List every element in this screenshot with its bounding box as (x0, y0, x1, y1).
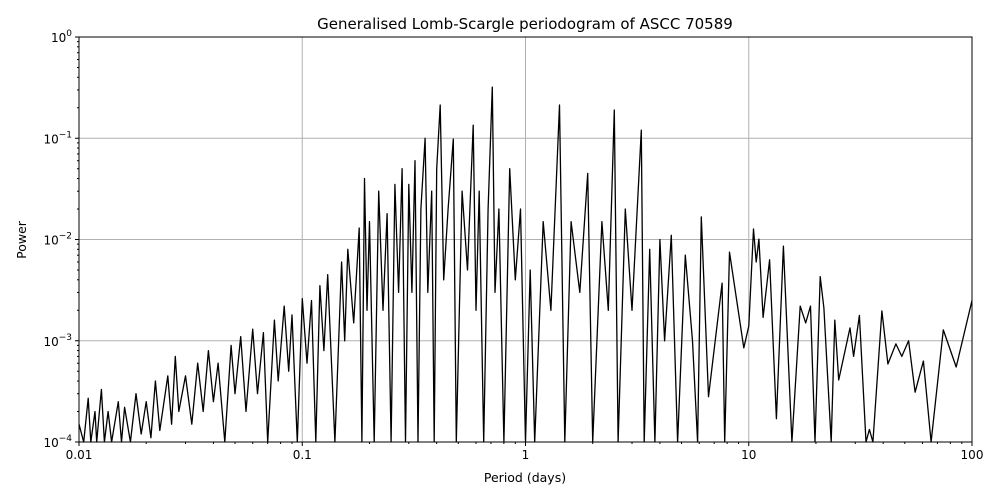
x-axis-label: Period (days) (484, 470, 566, 485)
x-tick-label: 1 (522, 448, 530, 462)
y-tick-label: 10−3 (43, 333, 72, 349)
power-line (78, 86, 973, 443)
y-tick-label: 10−2 (43, 232, 72, 248)
axis-ticks: 0.01 0.1 1 10 100 10−4 10−3 10−2 10−1 100 (43, 29, 983, 462)
y-tick-label: 100 (51, 29, 72, 45)
y-tick-label: 10−1 (43, 130, 72, 146)
grid (78, 36, 973, 443)
y-tick-label: 10−4 (43, 434, 72, 450)
power-series (78, 86, 973, 443)
x-tick-label: 100 (961, 448, 984, 462)
chart-title: Generalised Lomb-Scargle periodogram of … (317, 15, 733, 33)
x-tick-label: 10 (741, 448, 756, 462)
y-axis-label: Power (14, 220, 29, 259)
x-tick-label: 0.1 (293, 448, 312, 462)
x-tick-label: 0.01 (66, 448, 93, 462)
